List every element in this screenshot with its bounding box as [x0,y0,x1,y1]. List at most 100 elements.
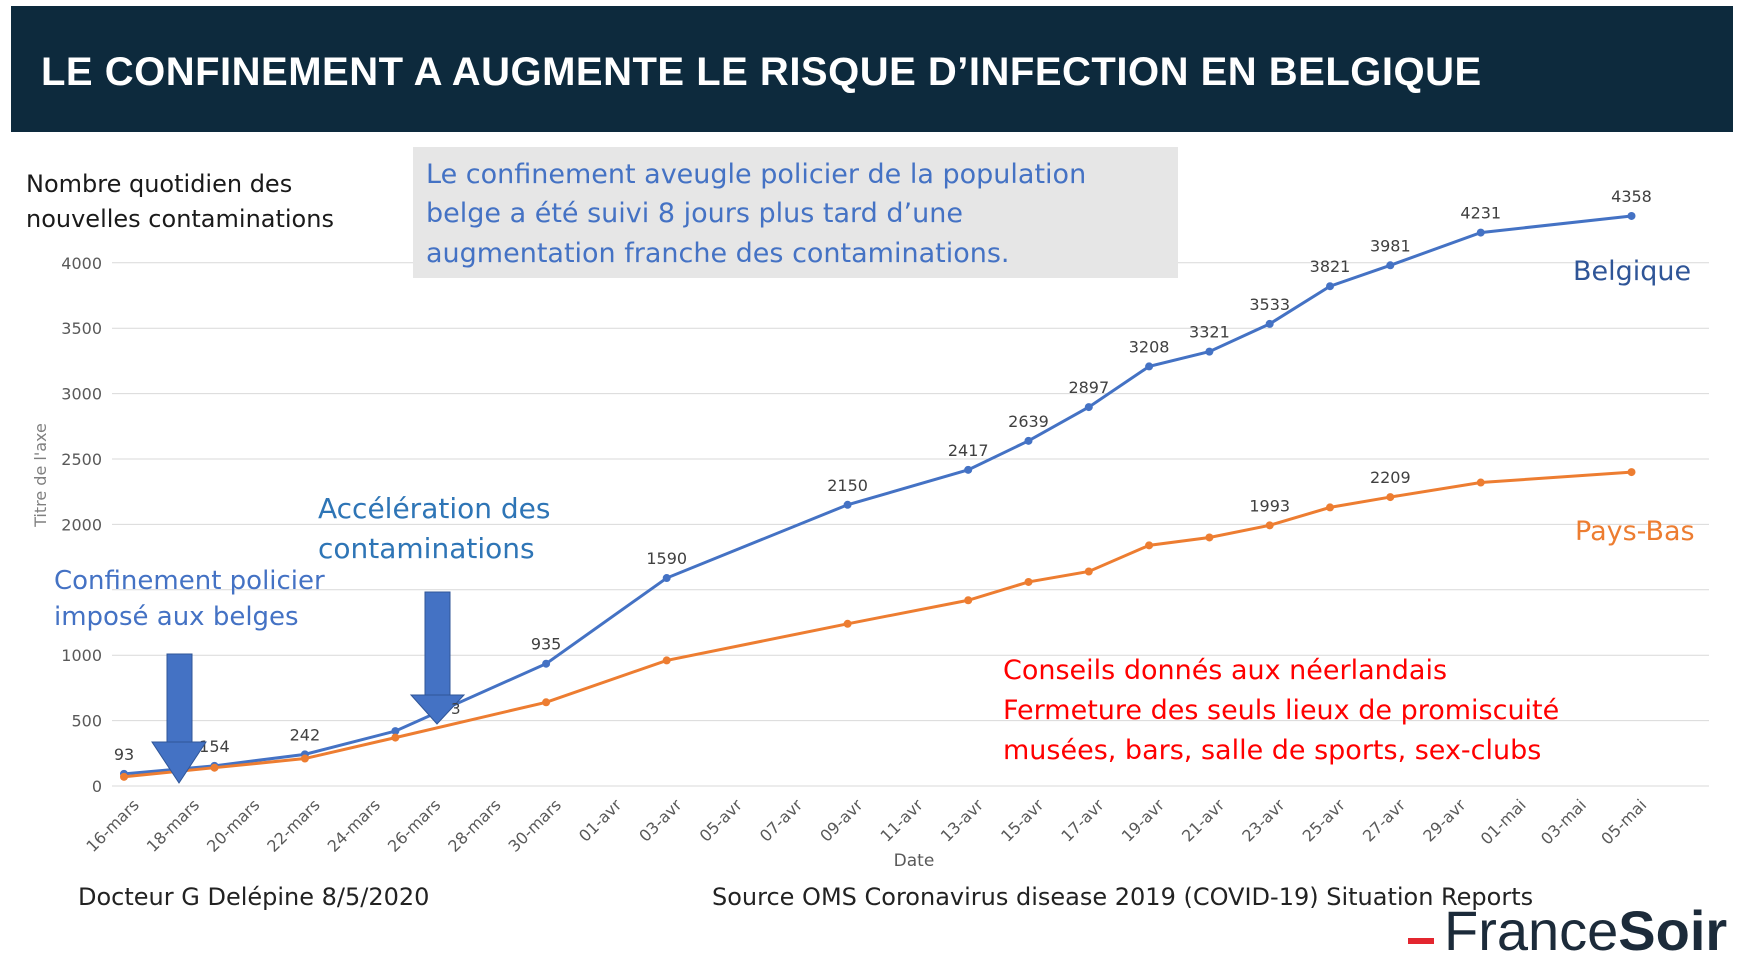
y-axis-title-line: Nombre quotidien des [26,170,292,198]
y-tick-label: 500 [71,712,102,731]
data-point [391,727,400,736]
x-tick-label: 18-mars [143,795,203,855]
data-point [1627,468,1636,477]
x-tick-label: 09-avr [816,795,866,845]
data-label: 2417 [948,441,989,460]
data-label: 3321 [1189,323,1230,342]
y-tick-label: 3500 [61,319,102,338]
annotation-acceleration: Accélération des contaminations [318,492,559,565]
x-tick-label: 23-avr [1238,795,1288,845]
annotation-conseils: Conseils donnés aux néerlandais Fermetur… [1003,655,1568,766]
data-point [1145,541,1154,550]
annotation-conseils-line: Conseils donnés aux néerlandais [1003,655,1447,686]
y-tick-labels: 0 500 1000 2000 2500 3000 3500 4000 [61,254,102,796]
data-point [1205,347,1214,356]
legend-pays-bas: Pays-Bas [1575,516,1695,547]
x-tick-labels: 16-mars 18-mars 20-mars 22-mars 24-mars 26-ma… [82,795,1650,856]
data-label: 3208 [1129,337,1170,356]
x-tick-label: 03-avr [635,795,685,845]
data-label: 3821 [1310,257,1351,276]
page-title: LE CONFINEMENT A AUGMENTE LE RISQUE D’IN… [41,50,1482,94]
x-tick-label: 01-avr [575,795,625,845]
annotation-conseils-line: musées, bars, salle de sports, sex-clubs [1003,735,1541,766]
data-point [1265,521,1274,530]
data-label: 4358 [1611,187,1652,206]
data-point [1386,493,1395,502]
x-tick-label: 05-mai [1597,795,1650,848]
series-group: 93 154 242 935 1590 2150 2417 2639 2897 3208 3321 3… [114,187,1652,781]
annotation-acceleration-line: contaminations [318,532,535,565]
logo-text-france: France [1444,899,1619,962]
data-label: 1993 [1249,496,1290,515]
grid-lines [112,262,1709,787]
x-tick-label: 25-avr [1299,795,1349,845]
francesoir-logo: FranceSoir [1408,900,1727,962]
data-label: 93 [114,745,134,764]
y-tick-label: 3000 [61,385,102,404]
x-tick-label: 03-mai [1537,795,1590,848]
data-point [210,763,219,772]
x-tick-label: 01-mai [1477,795,1530,848]
y-tick-label: 1000 [61,646,102,665]
x-tick-label: 26-mars [384,795,444,855]
annotation-confinement-line: Confinement policier [54,566,325,596]
x-tick-label: 19-avr [1118,795,1168,845]
data-label: 1590 [646,549,687,568]
footer-source: Source OMS Coronavirus disease 2019 (COV… [712,883,1534,911]
data-point [391,733,400,742]
data-label: 3533 [1249,295,1290,314]
x-tick-label: 11-avr [877,795,927,845]
annotation-box-text: Le confinement aveugle policier de la po… [426,159,1095,269]
x-tick-label: 30-mars [505,795,565,855]
legend-belgique: Belgique [1573,256,1691,287]
data-point [1024,436,1033,445]
x-tick-label: 15-avr [997,795,1047,845]
data-point [1084,403,1093,412]
data-point [1386,261,1395,270]
data-point [1145,362,1154,371]
logo-dash [1408,938,1434,944]
logo-text-soir: Soir [1618,899,1728,962]
arrow-down-icon [409,591,466,725]
annotation-box [413,147,1178,278]
y-tick-label: 0 [92,777,102,796]
data-point [662,574,671,583]
x-tick-label: 27-avr [1359,795,1409,845]
data-point [1326,282,1334,291]
data-point [964,596,973,605]
data-point [662,656,671,665]
data-point [1476,478,1485,487]
annotation-confinement-line: imposé aux belges [54,602,299,632]
x-tick-label: 21-avr [1178,795,1228,845]
data-point [1326,503,1334,512]
annotation-box-line: augmentation franche des contaminations. [426,238,1010,269]
x-tick-label: 20-mars [203,795,263,855]
y-axis-title: Nombre quotidien des nouvelles contamina… [26,170,334,233]
data-label: 935 [531,635,562,654]
y-tick-label: 4000 [61,254,102,273]
data-label: 2897 [1068,378,1109,397]
data-label: 154 [199,737,230,756]
data-label: 2209 [1370,468,1411,487]
annotation-box-line: belge a été suivi 8 jours plus tard d’un… [426,198,963,229]
partial-data-label: 3 [451,700,461,718]
data-point [843,619,852,628]
x-tick-label: 24-mars [324,795,384,855]
title-banner: LE CONFINEMENT A AUGMENTE LE RISQUE D’IN… [11,6,1733,132]
x-tick-label: 29-avr [1419,795,1469,845]
annotation-confinement: Confinement policier imposé aux belges [54,566,333,632]
data-point [1084,567,1093,576]
x-tick-label: 16-mars [82,795,142,855]
annotation-box-line: Le confinement aveugle policier de la po… [426,159,1086,190]
data-label: 2150 [827,476,868,495]
data-point [1024,577,1033,586]
x-tick-label: 28-mars [444,795,504,855]
footer-author: Docteur G Delépine 8/5/2020 [78,883,430,911]
x-tick-label: 22-mars [263,795,323,855]
data-point [120,772,128,781]
data-point [300,754,309,763]
x-tick-label: 17-avr [1057,795,1107,845]
x-tick-label: 07-avr [756,795,806,845]
arrow-down-icon [151,653,207,784]
data-label: 3981 [1370,236,1411,255]
